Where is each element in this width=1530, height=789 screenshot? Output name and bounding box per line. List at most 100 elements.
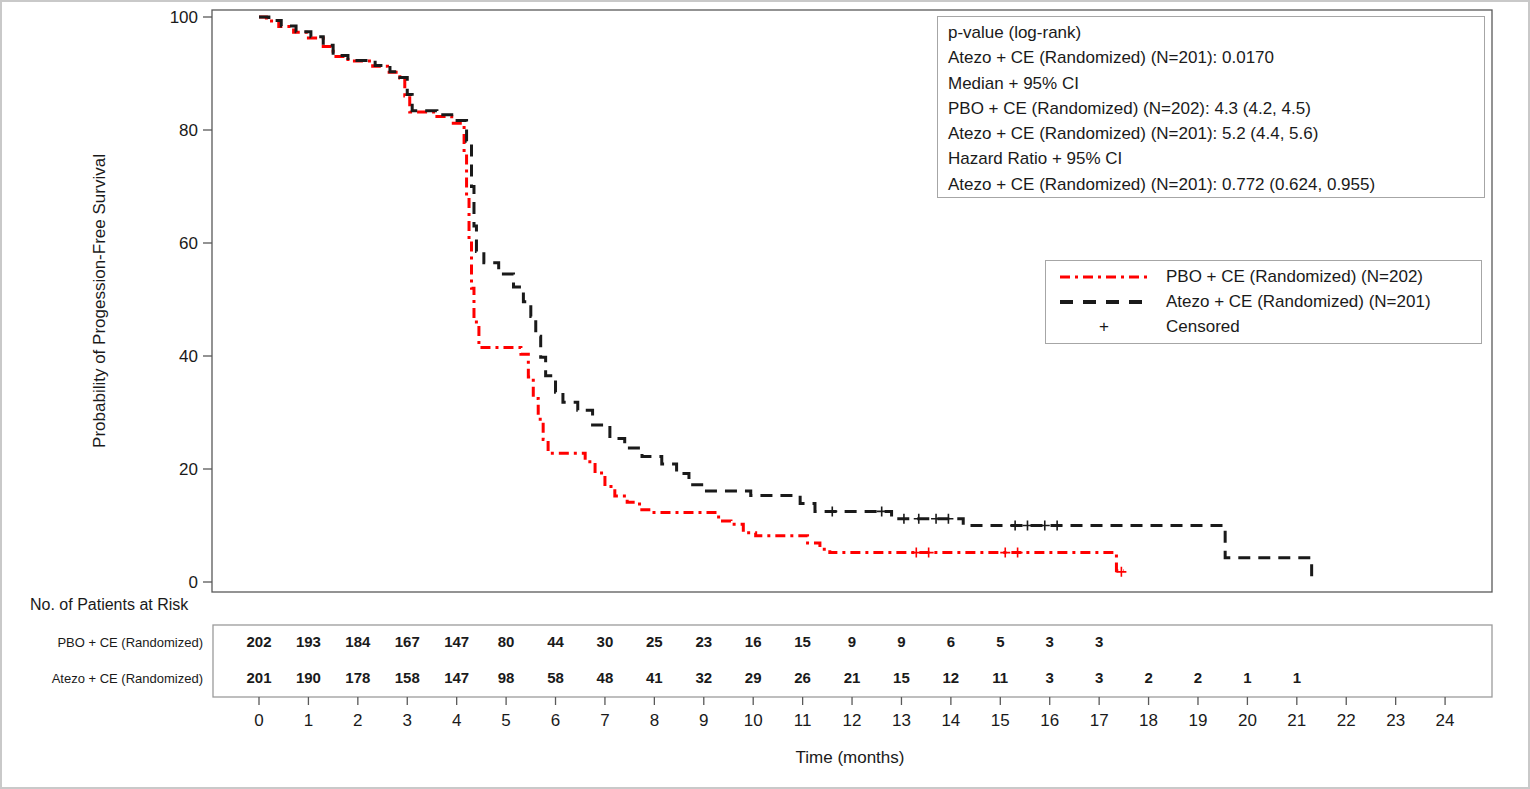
x-tick-label: 15 (991, 711, 1010, 730)
risk-value: 12 (943, 669, 960, 686)
x-tick-label: 21 (1287, 711, 1306, 730)
censor-mark-atezo (899, 514, 909, 524)
x-tick-label: 9 (699, 711, 708, 730)
x-tick-label: 2 (353, 711, 362, 730)
x-tick-label: 14 (941, 711, 960, 730)
risk-value: 1 (1243, 669, 1251, 686)
x-tick-label: 16 (1040, 711, 1059, 730)
risk-value: 32 (695, 669, 712, 686)
risk-value: 201 (246, 669, 271, 686)
risk-value: 41 (646, 669, 663, 686)
x-tick-label: 3 (403, 711, 412, 730)
legend-label-censored: Censored (1166, 317, 1240, 337)
risk-value: 3 (1095, 669, 1103, 686)
risk-value: 6 (947, 633, 955, 650)
y-tick-label: 60 (179, 234, 198, 253)
risk-value: 147 (444, 633, 469, 650)
x-tick-label: 10 (744, 711, 763, 730)
atezo-dash-line-swatch (1058, 293, 1150, 311)
x-tick-label: 8 (650, 711, 659, 730)
risk-value: 26 (794, 669, 811, 686)
x-tick-label: 5 (501, 711, 510, 730)
risk-value: 158 (395, 669, 420, 686)
risk-value: 80 (498, 633, 515, 650)
x-tick-label: 7 (600, 711, 609, 730)
censor-mark-atezo (877, 506, 887, 516)
risk-row-label-pbo: PBO + CE (Randomized) (57, 635, 203, 650)
risk-value: 190 (296, 669, 321, 686)
risk-value: 58 (547, 669, 564, 686)
risk-value: 29 (745, 669, 762, 686)
censored-plus-icon: + (1058, 317, 1150, 337)
legend-item-pbo: PBO + CE (Randomized) (N=202) (1046, 264, 1481, 289)
risk-value: 98 (498, 669, 515, 686)
x-tick-label: 0 (254, 711, 263, 730)
censor-mark-pbo (924, 548, 934, 558)
risk-value: 23 (695, 633, 712, 650)
risk-value: 30 (597, 633, 614, 650)
risk-value: 3 (1095, 633, 1103, 650)
x-tick-label: 13 (892, 711, 911, 730)
risk-value: 167 (395, 633, 420, 650)
risk-value: 2 (1194, 669, 1202, 686)
x-tick-label: 20 (1238, 711, 1257, 730)
censor-mark-atezo (1010, 521, 1020, 531)
risk-value: 1 (1293, 669, 1301, 686)
censor-mark-pbo (1013, 548, 1023, 558)
censor-mark-pbo (911, 548, 921, 558)
x-tick-label: 19 (1189, 711, 1208, 730)
legend: PBO + CE (Randomized) (N=202) Atezo + CE… (1045, 260, 1482, 344)
stats-line-median-atezo: Atezo + CE (Randomized) (N=201): 5.2 (4.… (948, 121, 1474, 146)
stats-line-hr-header: Hazard Ratio + 95% CI (948, 146, 1474, 171)
legend-label-atezo: Atezo + CE (Randomized) (N=201) (1166, 292, 1431, 312)
risk-table-title: No. of Patients at Risk (30, 596, 188, 614)
risk-value: 9 (848, 633, 856, 650)
risk-value: 44 (547, 633, 564, 650)
x-tick-label: 22 (1337, 711, 1356, 730)
censor-mark-atezo (1052, 521, 1062, 531)
x-tick-label: 18 (1139, 711, 1158, 730)
risk-value: 193 (296, 633, 321, 650)
censor-mark-atezo (1040, 521, 1050, 531)
censor-mark-atezo (1022, 521, 1032, 531)
risk-value: 5 (996, 633, 1004, 650)
risk-row-label-atezo: Atezo + CE (Randomized) (52, 671, 203, 686)
legend-item-atezo: Atezo + CE (Randomized) (N=201) (1046, 289, 1481, 314)
risk-value: 3 (1046, 669, 1054, 686)
stats-line-median-pbo: PBO + CE (Randomized) (N=202): 4.3 (4.2,… (948, 96, 1474, 121)
risk-value: 147 (444, 669, 469, 686)
x-tick-label: 17 (1090, 711, 1109, 730)
x-tick-label: 6 (551, 711, 560, 730)
stats-line-pvalue-value: Atezo + CE (Randomized) (N=201): 0.0170 (948, 45, 1474, 70)
risk-value: 9 (897, 633, 905, 650)
risk-value: 3 (1046, 633, 1054, 650)
y-tick-label: 0 (189, 573, 198, 592)
stats-box: p-value (log-rank) Atezo + CE (Randomize… (937, 16, 1485, 198)
risk-value: 2 (1144, 669, 1152, 686)
censor-mark-atezo (931, 514, 941, 524)
stats-line-median-header: Median + 95% CI (948, 71, 1474, 96)
stats-line-pvalue-header: p-value (log-rank) (948, 20, 1474, 45)
risk-value: 25 (646, 633, 663, 650)
legend-item-censored: + Censored (1046, 315, 1481, 340)
censor-mark-pbo (1000, 548, 1010, 558)
x-tick-label: 24 (1436, 711, 1455, 730)
risk-value: 16 (745, 633, 762, 650)
y-tick-label: 80 (179, 121, 198, 140)
risk-value: 15 (794, 633, 811, 650)
censor-mark-atezo (827, 506, 837, 516)
y-tick-label: 40 (179, 347, 198, 366)
y-tick-label: 100 (170, 8, 198, 27)
risk-value: 21 (844, 669, 861, 686)
risk-value: 202 (246, 633, 271, 650)
legend-label-pbo: PBO + CE (Randomized) (N=202) (1166, 267, 1423, 287)
x-tick-label: 11 (794, 711, 812, 730)
risk-value: 15 (893, 669, 910, 686)
risk-value: 184 (345, 633, 371, 650)
x-tick-label: 23 (1386, 711, 1405, 730)
stats-line-hr-value: Atezo + CE (Randomized) (N=201): 0.772 (… (948, 172, 1474, 197)
censor-mark-atezo (914, 514, 924, 524)
risk-value: 48 (597, 669, 614, 686)
censor-mark-atezo (943, 514, 953, 524)
x-axis-title: Time (months) (796, 748, 905, 768)
